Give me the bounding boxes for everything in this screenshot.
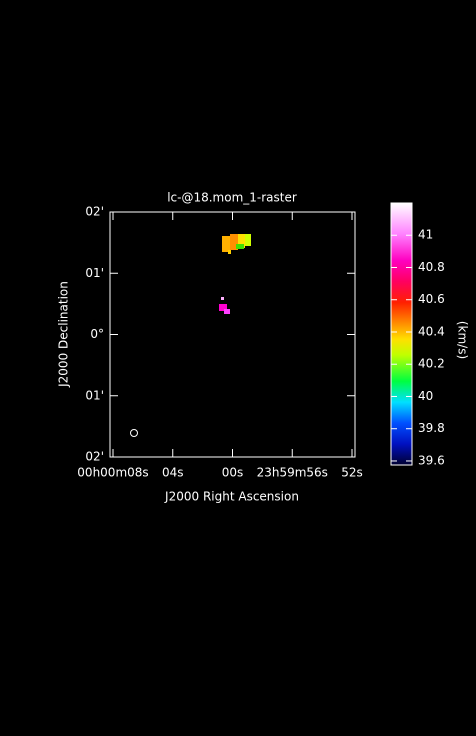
y-tick-label: 01' (85, 266, 104, 280)
colorbar-tick-label: 40 (418, 389, 433, 403)
colorbar-tick-label: 41 (418, 228, 433, 242)
x-tick-label: 00s (222, 466, 244, 480)
pixel-block (238, 234, 245, 248)
pixel-block (230, 234, 238, 250)
beam (130, 429, 138, 437)
colorbar-label: (km/s) (456, 321, 470, 359)
colorbar-tick-label: 39.8 (418, 421, 445, 435)
pixel-block (221, 297, 224, 300)
pixel-block (228, 250, 231, 254)
y-tick-label: 0° (90, 327, 104, 341)
colorbar-tick-label: 40.8 (418, 260, 445, 274)
colorbar-tick-label: 40.2 (418, 357, 445, 371)
y-tick-label: 02' (85, 450, 104, 464)
emission (219, 234, 251, 314)
x-tick-label: 23h59m56s (257, 466, 328, 480)
y-axis-label: J2000 Declination (57, 281, 71, 388)
pixel-block (219, 304, 227, 311)
x-tick-label: 52s (341, 466, 363, 480)
colorbar-tick-label: 39.6 (418, 453, 445, 467)
y-tick-label: 01' (85, 388, 104, 402)
colorbar-tick-label: 40.4 (418, 324, 445, 338)
pixel-block (236, 244, 244, 249)
y-tick-label: 02' (85, 205, 104, 219)
x-tick-label: 04s (162, 466, 184, 480)
colorbar (390, 202, 413, 466)
pixel-block (222, 236, 230, 252)
chart-title: lc-@18.mom_1-raster (167, 191, 297, 205)
x-axis-label: J2000 Right Ascension (164, 490, 299, 504)
colorbar-tick-label: 40.6 (418, 292, 445, 306)
pixel-block (245, 234, 251, 246)
x-tick-label: 00h00m08s (77, 466, 148, 480)
pixel-block (224, 309, 230, 314)
